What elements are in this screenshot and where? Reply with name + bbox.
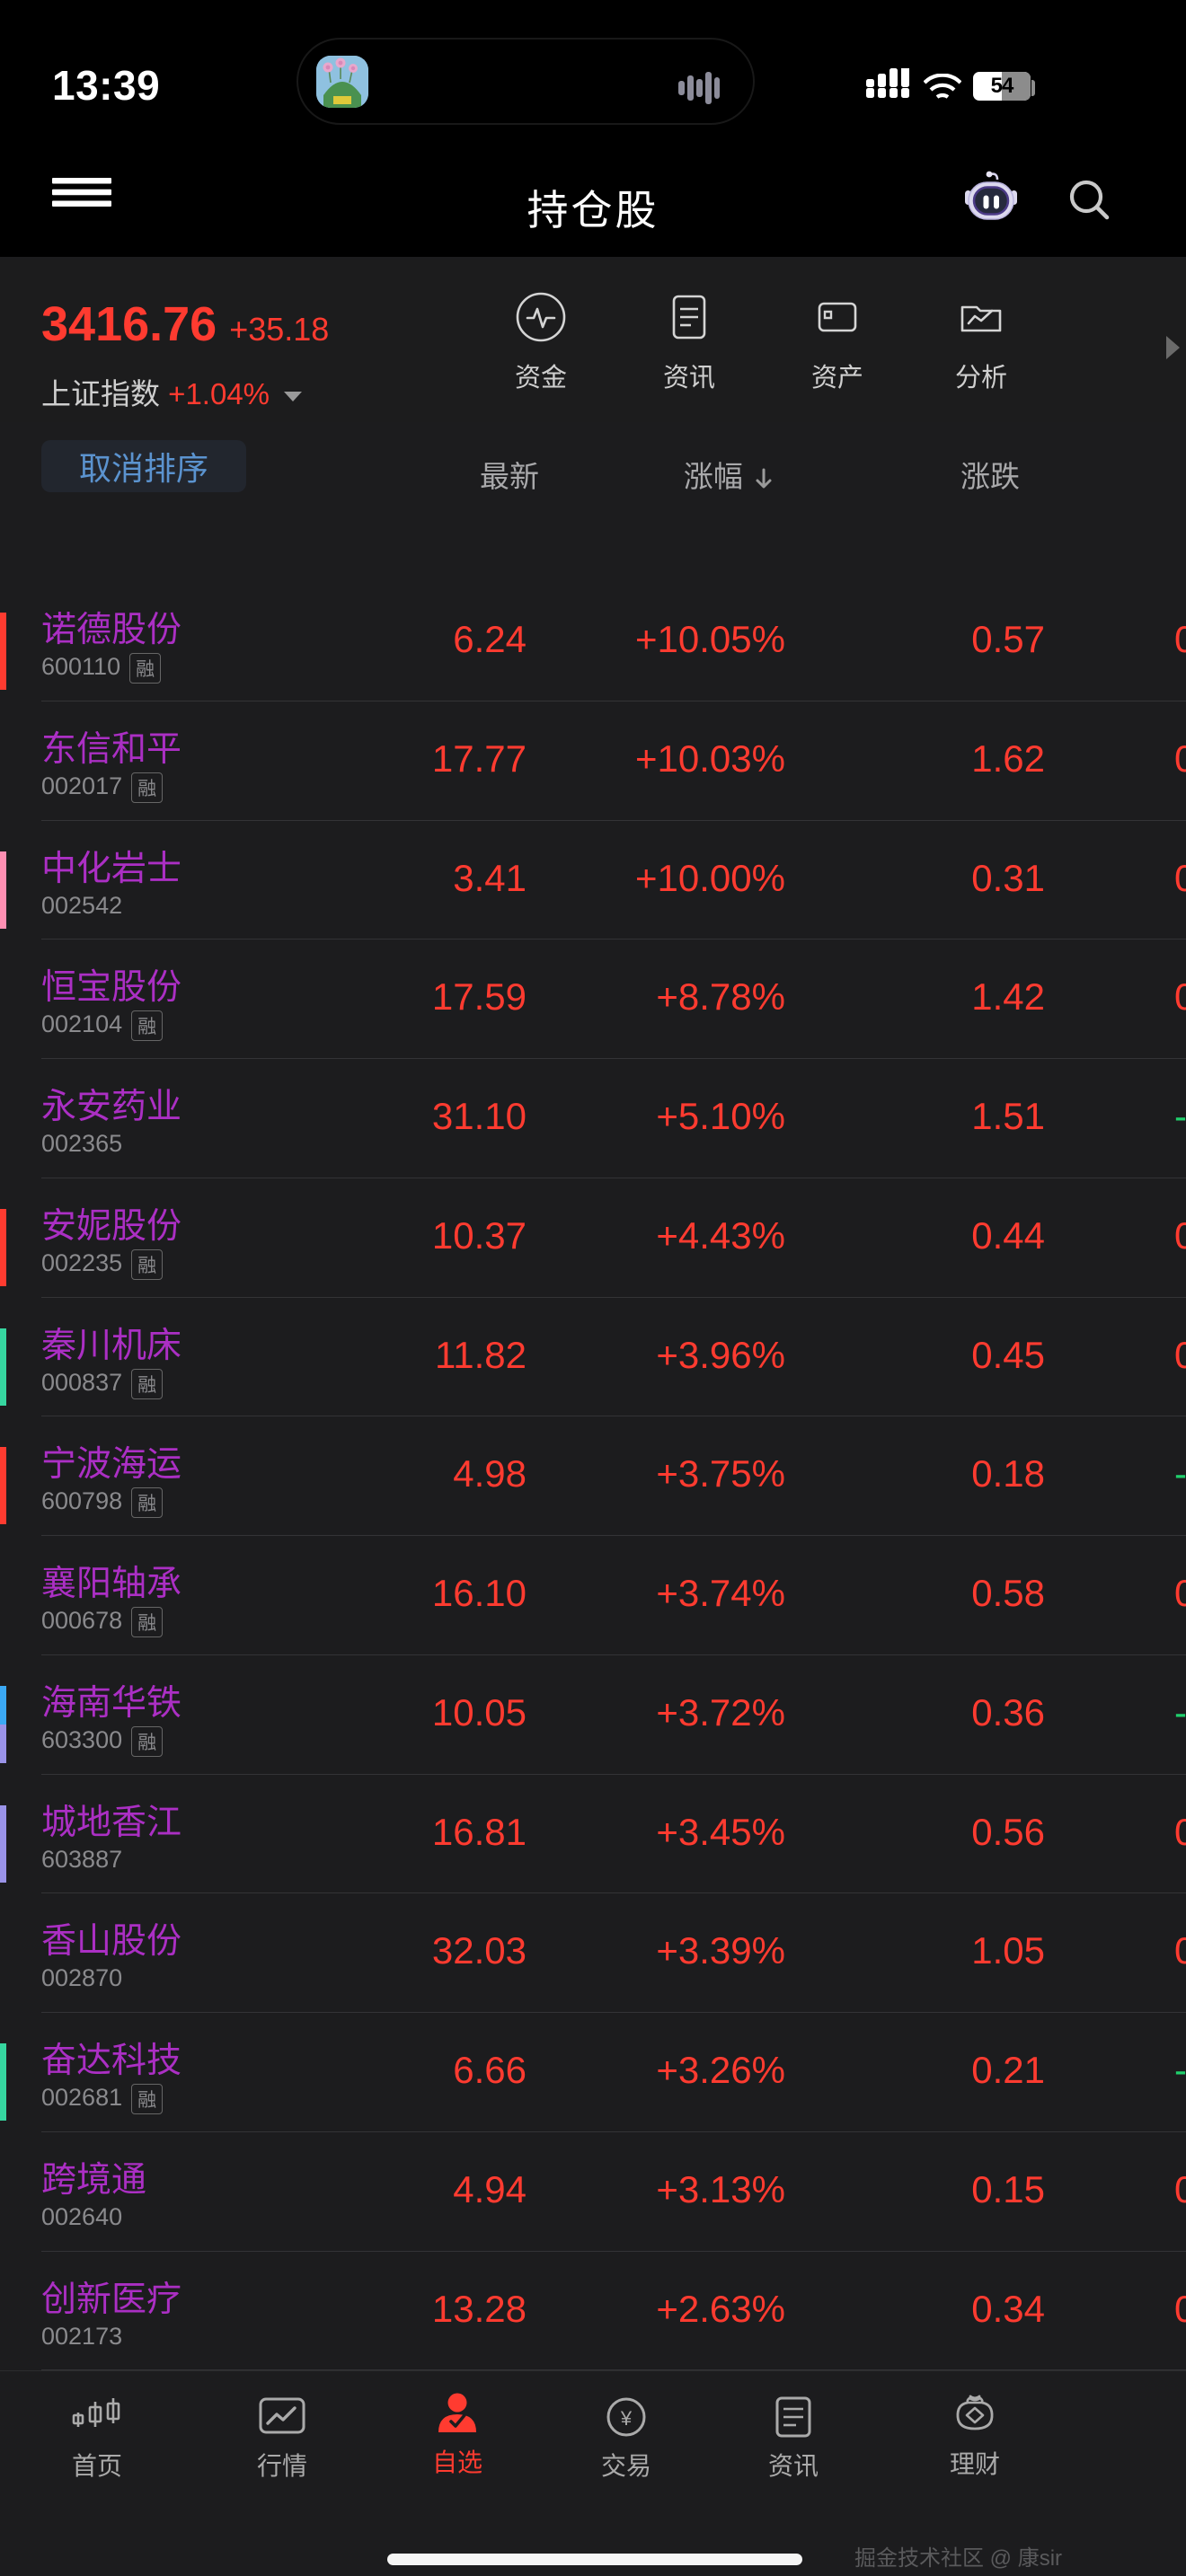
svg-text:¥: ¥ <box>620 2407 633 2430</box>
